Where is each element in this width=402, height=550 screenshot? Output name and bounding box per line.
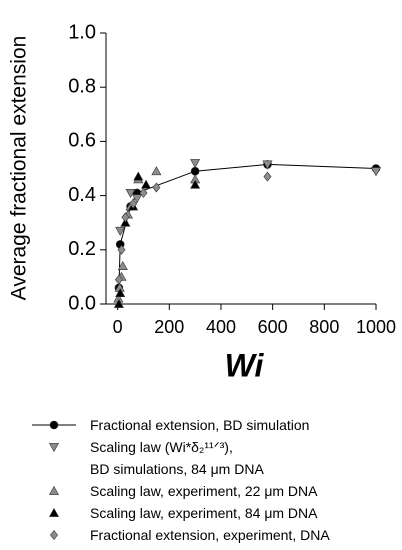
legend-entry: Fractional extension, BD simulation: [28, 414, 330, 436]
marker: [190, 179, 201, 189]
legend-symbol: [48, 443, 60, 453]
marker: [114, 274, 123, 285]
marker: [113, 298, 124, 308]
legend-entry: Scaling law (Wi*δ₂¹¹ᐟ³), BD simulations,…: [28, 436, 330, 480]
marker: [152, 182, 161, 193]
y-tick-label: 0.8: [68, 75, 96, 97]
marker: [48, 507, 60, 517]
marker: [129, 198, 138, 209]
y-tick-label: 0.6: [68, 130, 96, 152]
marker: [49, 420, 59, 430]
legend-symbol: [50, 530, 58, 540]
marker: [48, 485, 60, 495]
marker: [115, 288, 126, 298]
marker: [190, 159, 201, 169]
x-tick-label: 0: [113, 317, 123, 337]
x-tick-label: 600: [258, 317, 288, 337]
marker: [125, 188, 136, 199]
legend-label: Scaling law, experiment, 84 μm DNA: [90, 505, 318, 521]
y-tick-label: 0.0: [68, 292, 96, 314]
legend-label: Fractional extension, BD simulation: [90, 417, 310, 433]
legend-label: Scaling law, experiment, 22 μm DNA: [90, 483, 318, 499]
marker: [190, 166, 200, 176]
legend-symbol: [48, 507, 60, 517]
marker: [117, 260, 128, 270]
y-tick-label: 0.2: [68, 238, 96, 260]
legend-entry: Fractional extension, experiment, DNA: [28, 524, 330, 546]
legend: Fractional extension, BD simulation Scali…: [28, 414, 330, 546]
legend-symbol: [48, 485, 60, 495]
legend-symbol: [32, 420, 76, 430]
legend-entry: Scaling law, experiment, 22 μm DNA: [28, 480, 330, 502]
marker: [151, 166, 162, 176]
x-axis-label: Wi: [225, 347, 265, 383]
marker: [262, 160, 273, 170]
y-tick-label: 1.0: [68, 21, 96, 43]
marker: [50, 530, 58, 540]
chart: Average fractional extension Wi 0.0 0.2 0.…: [8, 21, 396, 383]
marker: [141, 179, 152, 189]
x-tick-label: 200: [154, 317, 184, 337]
y-tick-label: 0.4: [68, 184, 96, 206]
marker: [121, 212, 130, 223]
marker: [48, 443, 60, 453]
legend-label: Scaling law (Wi*δ₂¹¹ᐟ³), BD simulations,…: [90, 439, 264, 477]
x-tick-label: 800: [309, 317, 339, 337]
y-axis-label: Average fractional extension: [8, 36, 31, 301]
marker: [139, 187, 148, 198]
marker: [370, 167, 382, 177]
marker: [133, 171, 144, 181]
x-tick-label: 1000: [356, 317, 396, 337]
legend-label: Fractional extension, experiment, DNA: [90, 527, 330, 543]
legend-entry: Scaling law, experiment, 84 μm DNA: [28, 502, 330, 524]
marker: [263, 171, 272, 182]
series-line: [118, 163, 377, 288]
marker: [115, 226, 126, 236]
x-tick-label: 400: [206, 317, 236, 337]
marker: [117, 244, 126, 255]
marker: [131, 194, 143, 204]
